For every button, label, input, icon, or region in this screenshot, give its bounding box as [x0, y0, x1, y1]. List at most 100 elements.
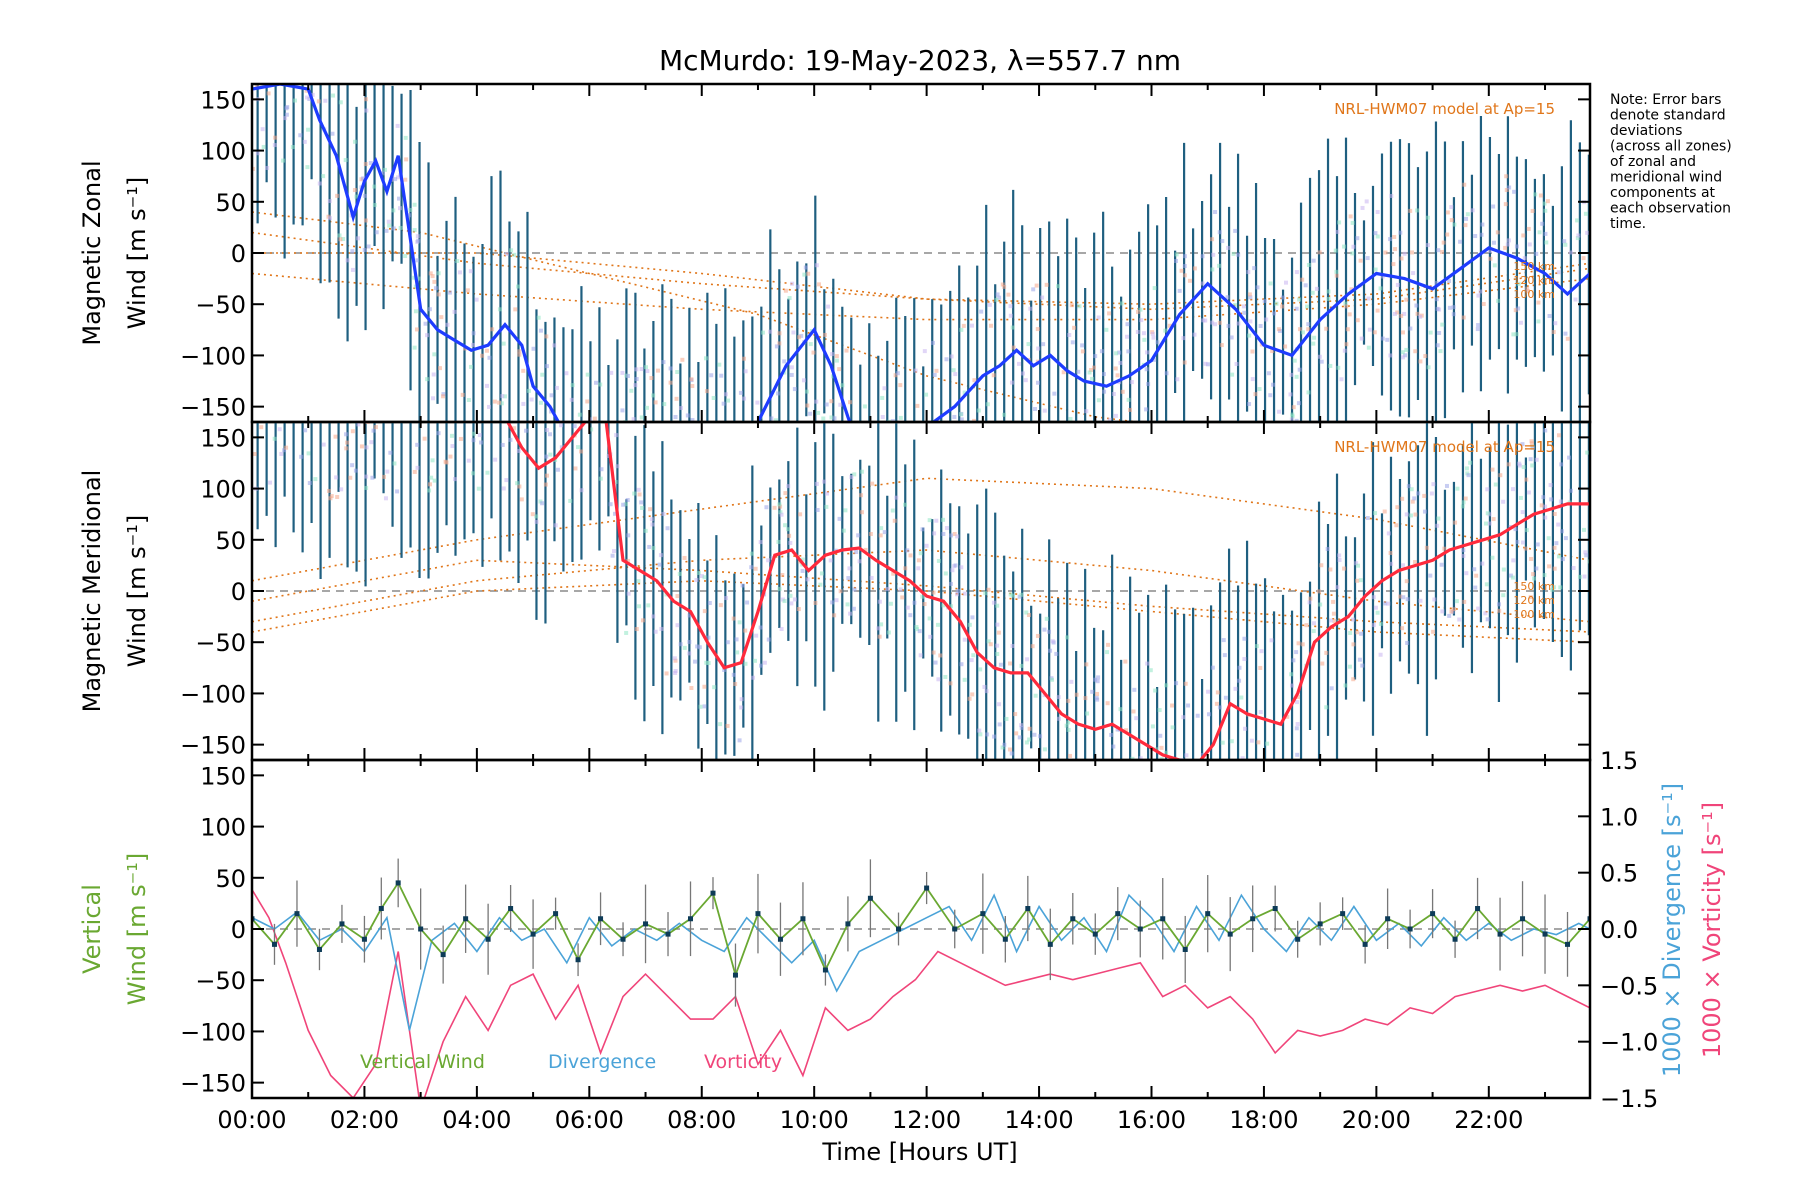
zone-point [930, 340, 935, 345]
zone-point [1126, 349, 1131, 354]
zone-point [774, 344, 779, 349]
zone-point [879, 622, 884, 627]
zone-point [370, 475, 375, 480]
zone-point [1019, 725, 1024, 730]
zone-point [1232, 785, 1236, 789]
zone-point [873, 502, 877, 506]
zone-point [865, 475, 869, 479]
zone-point [743, 661, 748, 666]
zone-point [515, 481, 520, 486]
zone-point [1360, 205, 1365, 210]
zone-point [998, 662, 1003, 667]
zone-point [1146, 382, 1151, 387]
zone-point [602, 338, 606, 342]
zone-point [1295, 752, 1300, 757]
zone-point [373, 375, 377, 379]
zone-point [499, 401, 504, 406]
zone-point [1232, 303, 1237, 308]
zone-point [344, 432, 349, 437]
zone-point [1147, 800, 1151, 804]
zone-point [1543, 208, 1548, 213]
zone-point [675, 370, 680, 375]
zone-point [412, 275, 417, 280]
zone-point [959, 565, 964, 570]
zone-point [1372, 330, 1377, 335]
zone-point [1413, 512, 1418, 517]
zone-point [1312, 335, 1317, 340]
zone-point [800, 568, 805, 573]
zone-point [1195, 713, 1200, 718]
zone-point [1182, 264, 1187, 269]
zone-point [1516, 306, 1521, 311]
zone-point [1063, 796, 1067, 800]
zone-point [1067, 332, 1072, 337]
zone-point [406, 213, 411, 218]
vertical-wind-point [845, 921, 851, 927]
zone-point [792, 387, 797, 392]
zone-point [1248, 295, 1253, 300]
zone-point [337, 233, 342, 238]
zone-point [269, 366, 273, 370]
zone-point [1568, 488, 1573, 493]
zone-point [1182, 360, 1187, 365]
zone-point [1556, 433, 1561, 438]
zone-point [805, 403, 810, 408]
zone-point [935, 622, 940, 627]
zone-point [1549, 497, 1554, 502]
zone-point [936, 558, 941, 563]
y-tick-label: 50 [215, 189, 246, 217]
zone-point [1250, 377, 1255, 382]
zone-point [914, 624, 919, 629]
zone-point [832, 416, 837, 421]
zone-point [467, 414, 471, 418]
zone-point [1431, 482, 1436, 487]
zone-point [769, 416, 774, 421]
zone-point [640, 618, 645, 623]
zone-point [559, 445, 564, 450]
zone-point [637, 604, 642, 609]
zone-point [569, 397, 574, 402]
zone-point [439, 315, 444, 320]
zone-point [338, 237, 343, 242]
zone-point [364, 474, 369, 479]
vertical-wind-point [952, 926, 958, 932]
zone-point [1455, 486, 1460, 491]
zone-point [704, 512, 708, 516]
zone-point [521, 368, 526, 373]
zone-point [1192, 266, 1197, 271]
zone-point [847, 566, 852, 571]
zone-point [1562, 239, 1567, 244]
zone-point [1240, 756, 1245, 760]
zone-point [1415, 311, 1420, 316]
zone-point [432, 352, 437, 357]
zone-point [1031, 287, 1036, 292]
zone-point [1078, 776, 1082, 780]
zone-point [664, 671, 669, 676]
zone-point [1350, 617, 1355, 622]
zone-point [1428, 330, 1433, 335]
zone-point [1111, 744, 1116, 749]
zone-point [951, 446, 955, 450]
zone-point [941, 517, 946, 522]
zone-point [304, 73, 308, 77]
zone-point [1141, 331, 1146, 336]
y-tick-label: −50 [195, 967, 246, 995]
zone-point [1409, 487, 1414, 492]
zone-point [856, 533, 861, 538]
zone-point [431, 396, 436, 401]
zone-point [1432, 597, 1437, 602]
zone-point [914, 627, 919, 632]
zone-point [493, 457, 498, 462]
zone-point [1491, 204, 1496, 209]
zone-point [353, 468, 358, 473]
zone-point [1148, 668, 1153, 673]
zone-point [504, 251, 509, 256]
zone-point [444, 460, 449, 465]
zone-point [1247, 333, 1252, 338]
zone-point [1326, 296, 1331, 301]
zone-point [1250, 349, 1255, 354]
zone-point [962, 390, 967, 395]
zone-point [740, 583, 745, 588]
zone-point [944, 526, 949, 531]
